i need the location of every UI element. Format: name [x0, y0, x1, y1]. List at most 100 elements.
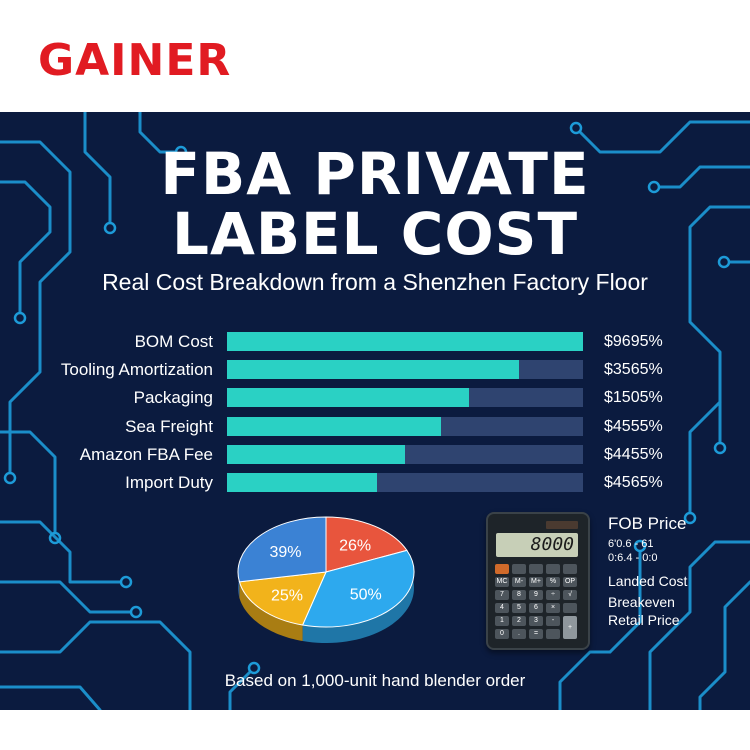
- circuit-node: [103, 221, 117, 235]
- calculator-key: OP: [563, 577, 577, 587]
- circuit-trace: [608, 550, 642, 654]
- calculator-key: √: [563, 590, 577, 600]
- bar-row: BOM Cost $9695%: [0, 328, 750, 356]
- circuit-node: [174, 145, 188, 159]
- circuit-trace: [578, 120, 750, 154]
- title-line-2: LABEL COST: [171, 200, 579, 268]
- circuit-node: [683, 511, 697, 525]
- calculator-key: =: [529, 629, 543, 639]
- circuit-trace: [0, 580, 132, 614]
- fob-price-label: FOB Price: [608, 514, 687, 533]
- breakeven-label: Breakeven: [608, 594, 675, 610]
- circuit-trace: [0, 520, 122, 584]
- calculator-key: 5: [512, 603, 526, 613]
- bar-track: [227, 388, 583, 408]
- bar: [227, 473, 377, 492]
- calculator-key: 0: [495, 629, 509, 639]
- bar-row: Import Duty $4565%: [0, 469, 750, 497]
- bar-track: [227, 332, 583, 351]
- circuit-decoration: [0, 112, 750, 710]
- retail-price-label: Retail Price: [608, 612, 680, 628]
- circuit-node: [119, 575, 133, 589]
- calculator-key: 4: [495, 603, 509, 613]
- pie-slice-side: [239, 581, 303, 642]
- calculator-key: 7: [495, 590, 509, 600]
- bar-value-label: $9695%: [604, 333, 663, 350]
- calculator: 8000 MC M- M+% OP 7 8 9 ÷ √ 4 5 6 × 1 2 3- +0. =: [486, 512, 590, 650]
- calculator-key: 9: [529, 590, 543, 600]
- bar-row: Packaging $1505%: [0, 384, 750, 412]
- circuit-node: [633, 539, 647, 553]
- bar-value-label: $3565%: [604, 361, 663, 379]
- circuit-trace: [0, 140, 72, 474]
- pie-slice-label: 50%: [350, 587, 382, 604]
- bar: [227, 360, 519, 380]
- circuit-trace: [558, 650, 612, 710]
- calculator-solar-panel: [546, 521, 578, 529]
- calculator-key: +: [563, 616, 577, 639]
- calculator-key: 6: [529, 603, 543, 613]
- pie-slice: [238, 571, 327, 626]
- bar-row: Sea Freight $4555%: [0, 413, 750, 441]
- footer-strip: [0, 710, 750, 750]
- calculator-key: [563, 564, 577, 574]
- bar-category-label: BOM Cost: [134, 332, 213, 351]
- circuit-node: [569, 121, 583, 135]
- calculator-key: %: [546, 577, 560, 587]
- bar: [227, 388, 470, 408]
- bar-category-label: Sea Freight: [125, 416, 213, 436]
- bar-value-label: $4455%: [604, 445, 663, 463]
- pie-slice-label: 39%: [269, 544, 301, 561]
- bar-value-label: $4555%: [604, 417, 663, 435]
- calculator-key: 2: [512, 616, 526, 626]
- cost-pie-chart: 26% 50% 25% 39%: [237, 516, 415, 643]
- calculator-key: M-: [512, 577, 526, 587]
- calculator-key: [546, 629, 560, 639]
- calculator-key: [563, 603, 577, 613]
- bar: [227, 444, 405, 464]
- calculator-key: ÷: [546, 590, 560, 600]
- bar-value-label: $4565%: [604, 474, 663, 491]
- calculator-key: [495, 564, 509, 574]
- circuit-trace: [138, 112, 177, 154]
- circuit-node: [247, 661, 261, 675]
- bar-value-label: $1505%: [604, 389, 663, 407]
- header: GAINER: [0, 0, 750, 112]
- circuit-trace: [688, 400, 722, 514]
- infographic-panel: FBA PRIVATE LABEL COST Real Cost Breakdo…: [0, 112, 750, 710]
- pie-slice-label: 25%: [271, 587, 303, 604]
- calculator-key: -: [546, 616, 560, 626]
- circuit-trace: [0, 685, 102, 710]
- bar-category-label: Import Duty: [125, 473, 213, 492]
- circuit-trace: [83, 112, 112, 224]
- bar-track: [227, 360, 583, 380]
- circuit-node: [717, 255, 731, 269]
- calculator-key: 3: [529, 616, 543, 626]
- circuit-trace: [658, 165, 750, 189]
- bar-category-label: Amazon FBA Fee: [79, 444, 213, 464]
- circuit-trace: [648, 540, 750, 710]
- circuit-trace: [0, 620, 192, 710]
- circuit-trace: [0, 180, 52, 314]
- calculator-key: [512, 564, 526, 574]
- pie-slice-label: 26%: [339, 537, 371, 554]
- pie-slice-side: [302, 550, 414, 643]
- calculator-display: 8000: [496, 533, 578, 557]
- bar-row: Tooling Amortization $3565%: [0, 356, 750, 384]
- circuit-trace: [0, 430, 57, 534]
- calculator-key: MC: [495, 577, 509, 587]
- bar-track: [227, 416, 583, 436]
- circuit-node: [3, 471, 17, 485]
- calculator-key: 1: [495, 616, 509, 626]
- calculator-key: .: [512, 629, 526, 639]
- bar-category-label: Tooling Amortization: [60, 360, 213, 380]
- bar-track: [227, 473, 583, 492]
- calculator-key: M+: [529, 577, 543, 587]
- calculator-key: 8: [512, 590, 526, 600]
- calculator-keypad: MC M- M+% OP 7 8 9 ÷ √ 4 5 6 × 1 2 3- +0. =: [495, 564, 581, 639]
- calculator-key: [529, 564, 543, 574]
- circuit-trace: [228, 670, 252, 710]
- bar-category-label: Packaging: [133, 388, 213, 408]
- circuit-node: [48, 531, 62, 545]
- footnote: Based on 1,000-unit hand blender order: [224, 671, 526, 690]
